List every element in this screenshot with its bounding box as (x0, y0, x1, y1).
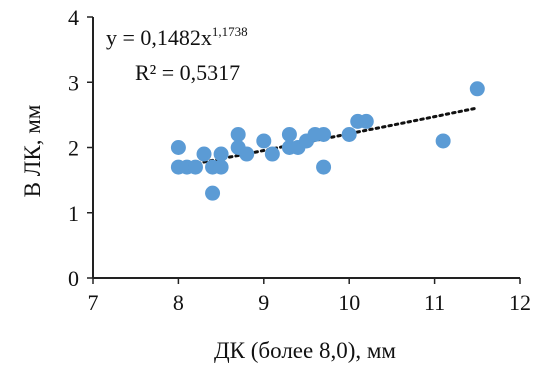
data-point (435, 133, 451, 149)
data-point (187, 159, 203, 175)
y-axis-ticks: 0 1 2 3 4 (68, 5, 93, 291)
data-point (205, 185, 221, 201)
data-point (316, 159, 332, 175)
x-axis-ticks: 7 8 9 10 11 12 (88, 278, 531, 315)
data-point (239, 146, 255, 162)
data-point (281, 126, 297, 142)
x-tick-label: 12 (509, 290, 531, 315)
equation-base: y = 0,1482x (106, 25, 212, 50)
data-point (358, 113, 374, 129)
y-tick-label: 3 (68, 70, 79, 95)
x-tick-label: 11 (424, 290, 445, 315)
equation-exponent: 1,1738 (212, 24, 248, 39)
x-tick-label: 8 (173, 290, 184, 315)
data-points (170, 81, 485, 201)
y-axis-title: В ЛК, мм (20, 104, 45, 197)
y-tick-label: 1 (68, 201, 79, 226)
x-tick-label: 7 (88, 290, 99, 315)
y-tick-label: 0 (68, 266, 79, 291)
x-tick-label: 10 (338, 290, 360, 315)
x-tick-label: 9 (258, 290, 269, 315)
data-point (213, 159, 229, 175)
data-point (196, 146, 212, 162)
y-tick-label: 4 (68, 5, 79, 30)
data-point (469, 81, 485, 97)
data-point (213, 146, 229, 162)
data-point (170, 140, 186, 155)
data-point (341, 126, 357, 142)
y-tick-label: 2 (68, 136, 79, 161)
data-point (256, 133, 272, 149)
equation-label: y = 0,1482x1,1738 (106, 24, 248, 50)
data-point (316, 126, 332, 142)
x-axis-title: ДК (более 8,0), мм (214, 338, 396, 363)
r-squared-label: R² = 0,5317 (135, 60, 240, 85)
data-point (230, 126, 246, 142)
data-point (264, 146, 280, 162)
